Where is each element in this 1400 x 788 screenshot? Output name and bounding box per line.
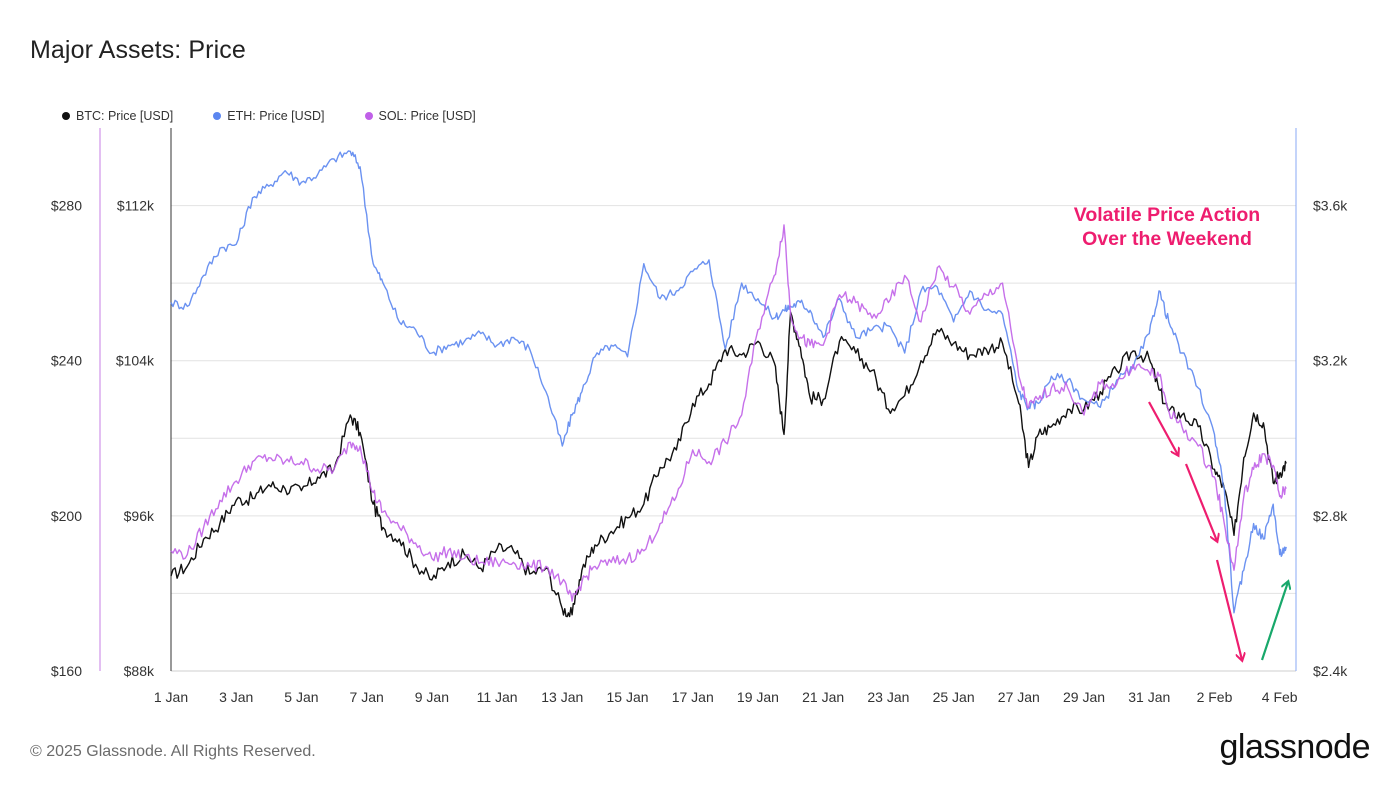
eth-tick-label: $3.6k	[1313, 198, 1348, 214]
btc-tick-label: $104k	[116, 353, 155, 369]
x-tick-label: 13 Jan	[541, 689, 583, 705]
up-arrow-icon	[1260, 582, 1288, 661]
x-tick-label: 1 Jan	[154, 689, 188, 705]
x-tick-label: 27 Jan	[998, 689, 1040, 705]
legend-label-btc: BTC: Price [USD]	[76, 109, 174, 123]
volatility-annotation: Volatile Price Action Over the Weekend	[1052, 203, 1282, 251]
legend: BTC: Price [USD] ETH: Price [USD] SOL: P…	[62, 109, 476, 123]
x-tick-label: 9 Jan	[415, 689, 449, 705]
x-tick-label: 2 Feb	[1197, 689, 1233, 705]
annotation-line-2: Over the Weekend	[1082, 228, 1252, 250]
axes: $160 $200 $240 $280 $88k $96k $104k $112k $2.4k $…	[51, 128, 1348, 705]
legend-item-eth[interactable]: ETH: Price [USD]	[213, 109, 325, 123]
x-tick-label: 31 Jan	[1128, 689, 1170, 705]
annotation-arrows	[1148, 401, 1288, 661]
eth-tick-label: $3.2k	[1313, 353, 1348, 369]
btc-legend-dot-icon	[62, 112, 70, 120]
btc-tick-label: $112k	[117, 198, 155, 214]
down-arrow-icon	[1215, 559, 1242, 660]
eth-legend-dot-icon	[213, 112, 222, 120]
eth-price-line	[170, 150, 1287, 614]
btc-price-line	[170, 311, 1287, 618]
x-tick-label: 15 Jan	[606, 689, 648, 705]
btc-tick-label: $96k	[124, 508, 155, 524]
glassnode-logo: glassnode	[1219, 728, 1370, 766]
btc-tick-label: $88k	[124, 663, 155, 679]
x-tick-label: 19 Jan	[737, 689, 779, 705]
x-tick-label: 3 Jan	[219, 689, 253, 705]
down-arrow-icon	[1148, 401, 1178, 455]
legend-label-eth: ETH: Price [USD]	[227, 109, 325, 123]
sol-tick-label: $280	[51, 198, 82, 214]
legend-item-btc[interactable]: BTC: Price [USD]	[62, 109, 173, 123]
legend-item-sol[interactable]: SOL: Price [USD]	[364, 109, 476, 123]
x-tick-label: 5 Jan	[284, 689, 318, 705]
grid-lines	[171, 205, 1296, 672]
x-tick-label: 21 Jan	[802, 689, 844, 705]
sol-legend-dot-icon	[364, 112, 373, 120]
eth-tick-label: $2.8k	[1313, 508, 1348, 524]
x-tick-label: 29 Jan	[1063, 689, 1105, 705]
x-tick-label: 17 Jan	[672, 689, 714, 705]
annotation-line-1: Volatile Price Action	[1073, 204, 1261, 226]
sol-price-line	[170, 224, 1287, 602]
sol-tick-label: $200	[51, 508, 82, 524]
sol-tick-label: $160	[51, 663, 82, 679]
x-tick-label: 23 Jan	[867, 689, 909, 705]
x-tick-label: 25 Jan	[933, 689, 975, 705]
chart-title: Major Assets: Price	[30, 36, 246, 64]
legend-label-sol: SOL: Price [USD]	[378, 109, 476, 123]
copyright-footer: © 2025 Glassnode. All Rights Reserved.	[30, 743, 316, 760]
eth-tick-label: $2.4k	[1313, 663, 1348, 679]
down-arrow-icon	[1184, 463, 1217, 541]
sol-tick-label: $240	[51, 353, 82, 369]
x-tick-label: 7 Jan	[350, 689, 384, 705]
series-lines	[170, 150, 1287, 618]
x-tick-label: 4 Feb	[1262, 689, 1298, 705]
x-tick-label: 11 Jan	[477, 689, 518, 705]
